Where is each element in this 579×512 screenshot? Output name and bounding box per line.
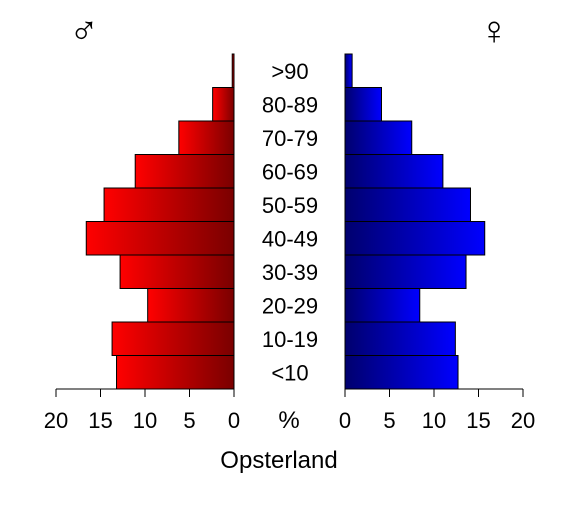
right-x-axis: 0 5 10 15 20 bbox=[339, 388, 535, 433]
male-bar bbox=[178, 120, 235, 155]
tick-label: 15 bbox=[88, 408, 112, 433]
age-group-label: 10-19 bbox=[262, 327, 318, 352]
tick-label: 10 bbox=[422, 408, 446, 433]
age-group-label: >90 bbox=[271, 59, 308, 84]
female-bar bbox=[344, 355, 459, 390]
female-bar bbox=[344, 221, 486, 256]
female-symbol-icon: ♀ bbox=[479, 9, 509, 53]
tick-label: 20 bbox=[44, 408, 68, 433]
age-group-label: 70-79 bbox=[262, 126, 318, 151]
female-bar bbox=[344, 187, 471, 222]
male-symbol-icon: ♂ bbox=[69, 9, 99, 53]
female-bar bbox=[344, 254, 467, 289]
age-group-labels: <10 10-19 20-29 30-39 40-49 50-59 60-69 70-79 80… bbox=[262, 59, 318, 386]
male-bars bbox=[85, 53, 235, 390]
tick-label: 15 bbox=[466, 408, 490, 433]
female-bar bbox=[344, 120, 413, 155]
female-bar bbox=[344, 288, 421, 323]
age-group-label: 50-59 bbox=[262, 193, 318, 218]
female-bar bbox=[344, 53, 353, 88]
female-bar bbox=[344, 154, 444, 189]
age-group-label: <10 bbox=[271, 360, 308, 385]
age-group-label: 80-89 bbox=[262, 92, 318, 117]
x-axis-unit-label: % bbox=[278, 407, 299, 434]
female-bars bbox=[344, 53, 486, 390]
male-bar bbox=[134, 154, 235, 189]
age-group-label: 20-29 bbox=[262, 293, 318, 318]
male-bar bbox=[103, 187, 235, 222]
female-bar bbox=[344, 87, 382, 122]
age-group-label: 40-49 bbox=[262, 226, 318, 251]
age-group-label: 30-39 bbox=[262, 260, 318, 285]
male-bar bbox=[212, 87, 235, 122]
male-bar bbox=[116, 355, 235, 390]
tick-label: 0 bbox=[339, 408, 351, 433]
left-x-axis: 20 15 10 5 0 bbox=[44, 388, 240, 433]
tick-label: 10 bbox=[133, 408, 157, 433]
female-bar bbox=[344, 321, 456, 356]
male-bar bbox=[119, 254, 235, 289]
tick-label: 5 bbox=[183, 408, 195, 433]
male-bar bbox=[111, 321, 235, 356]
tick-label: 5 bbox=[383, 408, 395, 433]
tick-label: 0 bbox=[228, 408, 240, 433]
chart-title: Opsterland bbox=[220, 447, 337, 474]
tick-label: 20 bbox=[511, 408, 535, 433]
male-bar bbox=[231, 53, 235, 88]
male-bar bbox=[85, 221, 235, 256]
male-bar bbox=[147, 288, 235, 323]
age-group-label: 60-69 bbox=[262, 159, 318, 184]
